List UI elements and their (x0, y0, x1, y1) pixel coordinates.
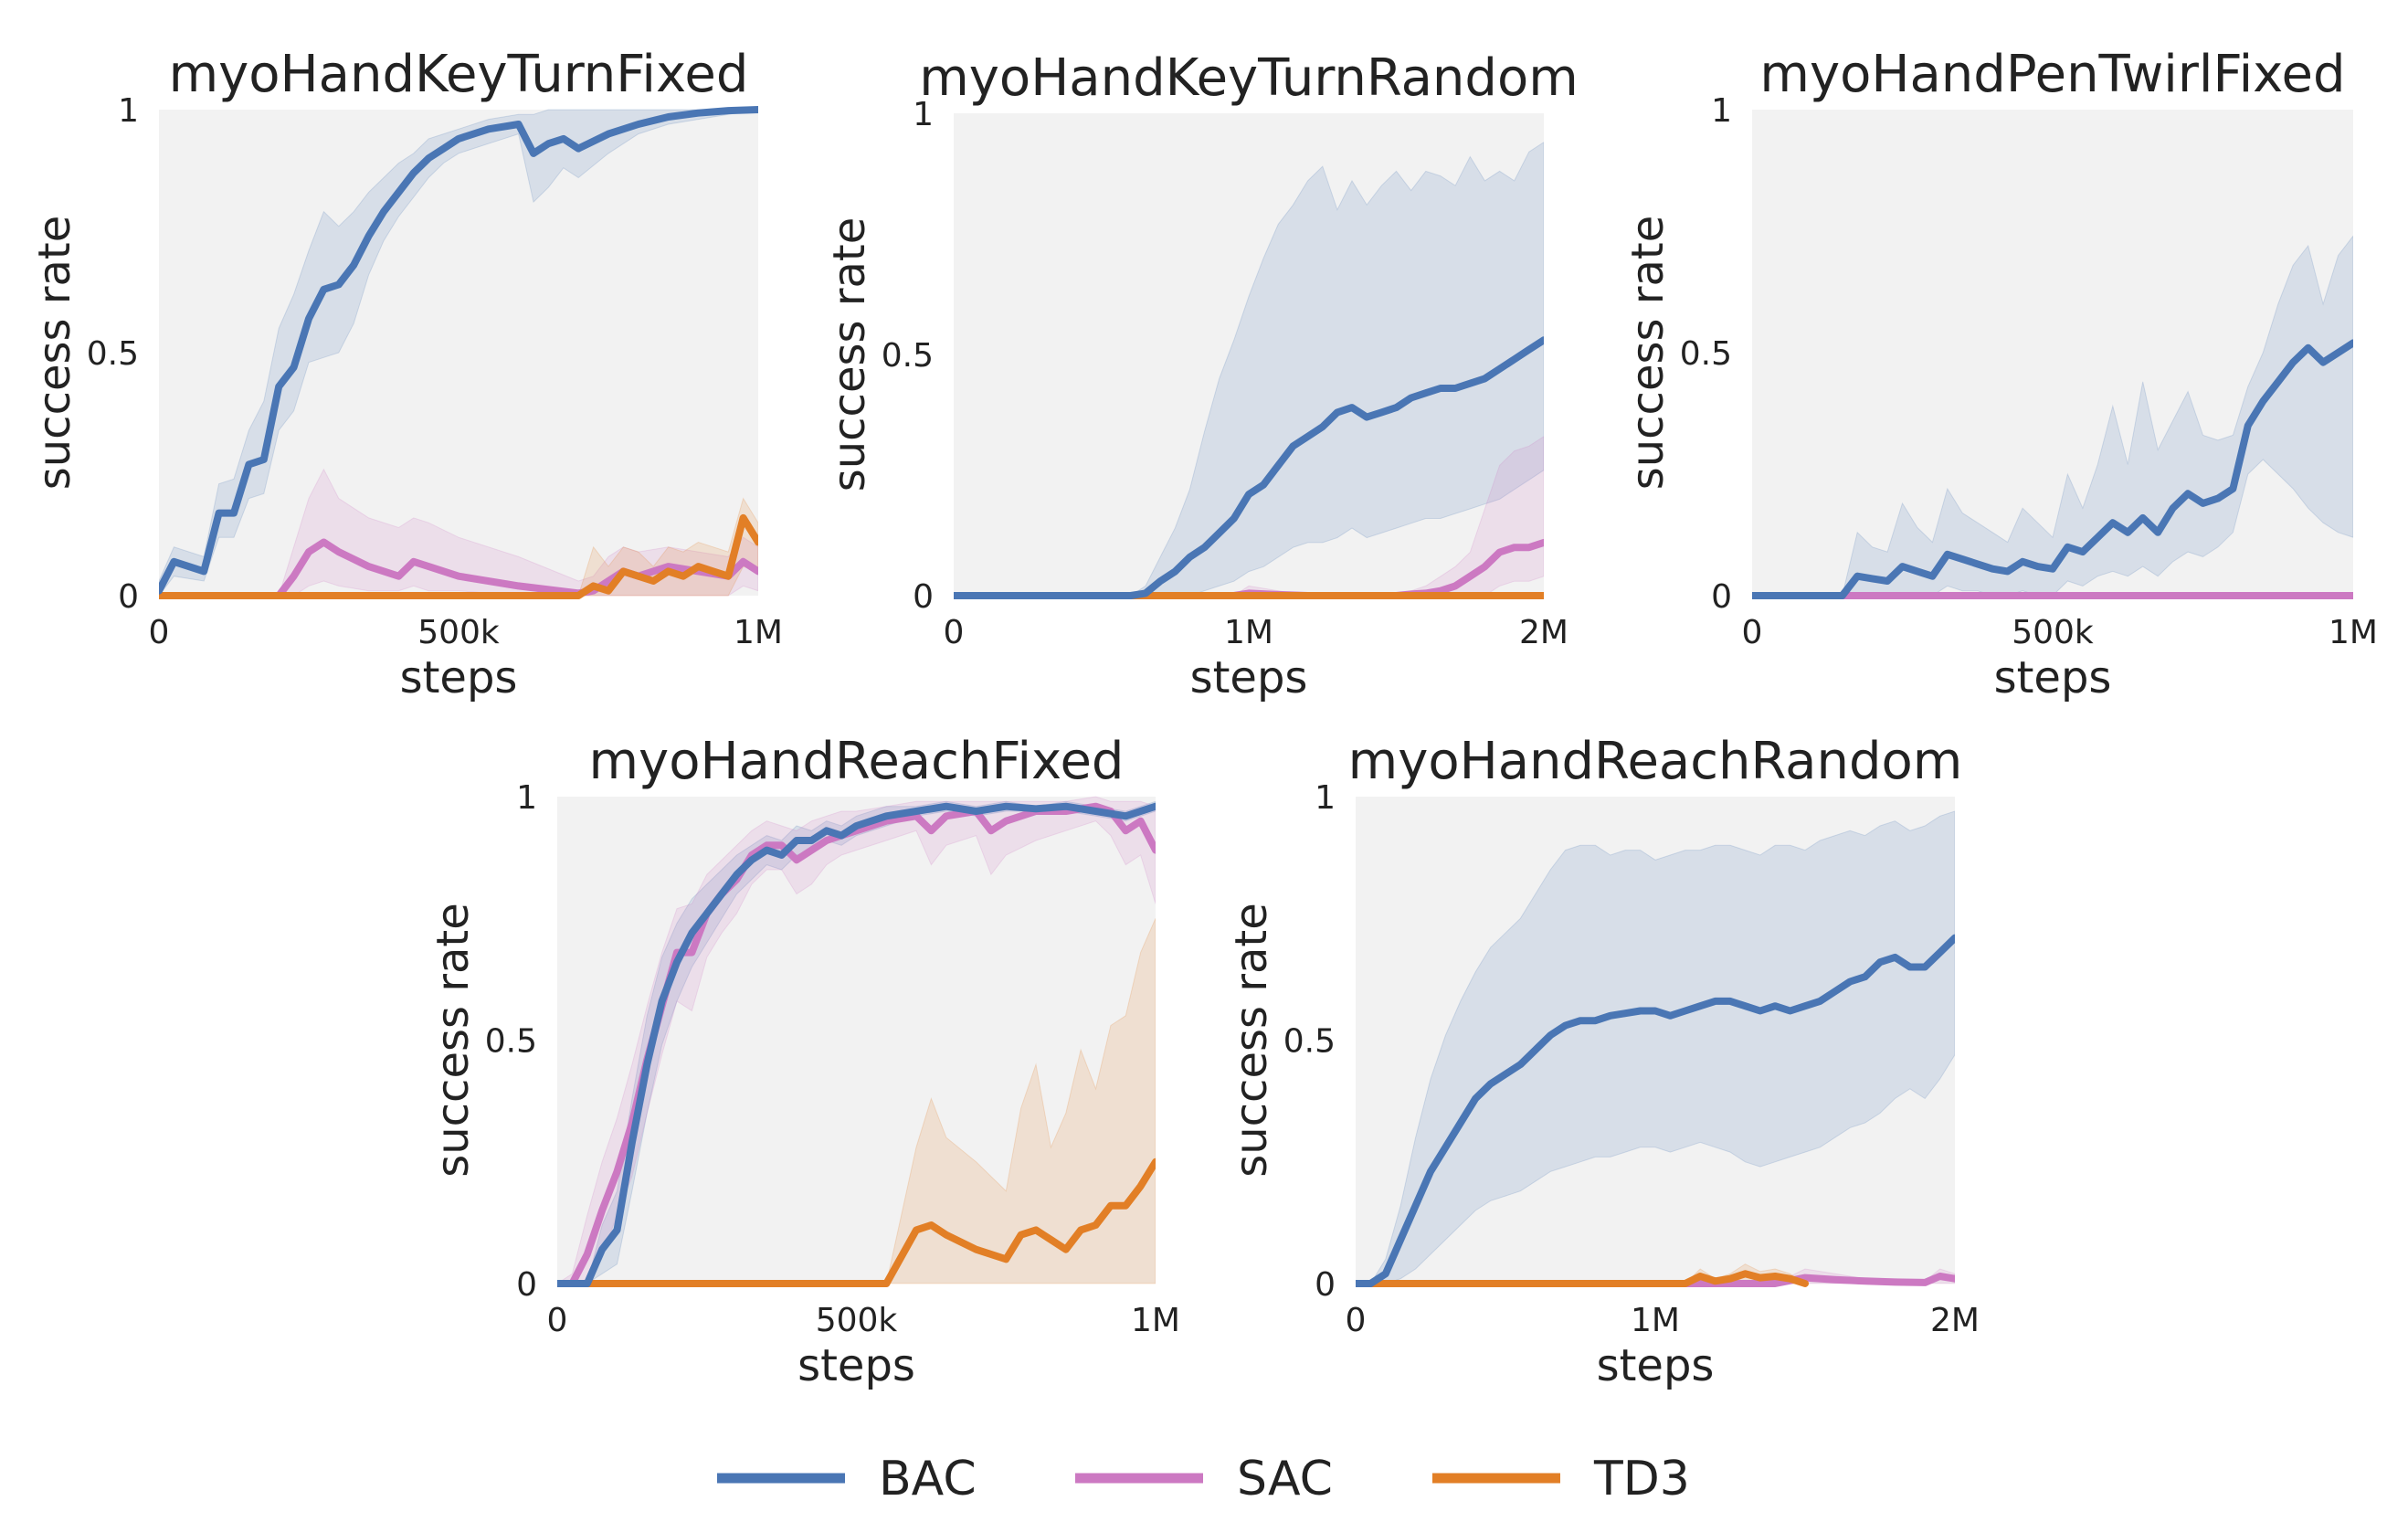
line-bac (954, 336, 1544, 599)
panels: 0 500k 1M 0 0.5 1 steps success rate myoHandKeyT… (29, 45, 2378, 1391)
line-td3 (557, 1157, 1156, 1287)
legend-label-td3: TD3 (1593, 1452, 1690, 1506)
plot-area (557, 797, 1156, 1284)
panel-myohandkeyturnfixed: 0 500k 1M 0 0.5 1 steps success rate myoHandKeyT… (29, 45, 783, 703)
x-tick-label: 0 (547, 1302, 568, 1339)
x-tick-label: 2M (1519, 614, 1568, 651)
band-bac (954, 142, 1544, 597)
line-td3 (159, 513, 758, 599)
plot-data (1356, 810, 1955, 1287)
line-bac (1356, 934, 1955, 1287)
legend-label-bac: BAC (879, 1452, 977, 1506)
panel-title: myoHandReachFixed (589, 732, 1125, 791)
legend: BAC SAC TD3 (717, 1452, 1690, 1506)
line-sac (159, 538, 758, 599)
y-tick-label: 0 (1711, 578, 1732, 616)
plot-area (954, 113, 1544, 596)
panel-myohandreachfixed: 0 500k 1M 0 0.5 1 steps success rate myoHandReac… (428, 732, 1180, 1391)
y-tick-label: 1 (1315, 779, 1336, 817)
panel-title: myoHandKeyTurnFixed (169, 45, 749, 104)
x-tick-label: 0 (1346, 1302, 1367, 1339)
x-tick-label: 500k (816, 1302, 898, 1339)
y-axis-label: success rate (1622, 216, 1674, 491)
x-tick-label: 500k (417, 614, 500, 651)
x-axis-label: steps (1994, 652, 2112, 703)
x-tick-label: 1M (1131, 1302, 1180, 1339)
y-axis-label: success rate (428, 903, 479, 1178)
panel-title: myoHandKeyTurnRandom (919, 48, 1579, 108)
panel-myohandkeyturnrandom: 0 1M 2M 0 0.5 1 steps success rate myoHandKeyTur… (824, 48, 1579, 703)
x-axis-label: steps (1190, 652, 1308, 703)
y-tick-label: 0.5 (87, 335, 139, 373)
x-tick-label: 0 (149, 614, 170, 651)
panel-title: myoHandReachRandom (1348, 732, 1963, 791)
band-td3 (159, 497, 758, 597)
x-tick-label: 0 (1742, 614, 1763, 651)
y-tick-label: 1 (913, 96, 934, 133)
x-tick-label: 1M (2329, 614, 2378, 651)
y-axis-label: success rate (824, 217, 875, 492)
plot-area (1356, 797, 1955, 1284)
x-tick-label: 2M (1930, 1302, 1980, 1339)
band-bac (1356, 810, 1955, 1284)
line-td3 (1356, 1270, 1809, 1287)
band-sac (159, 468, 758, 597)
band-td3 (557, 918, 1156, 1284)
y-axis-label: success rate (29, 216, 80, 491)
legend-label-sac: SAC (1237, 1452, 1333, 1506)
line-bac (557, 802, 1156, 1287)
x-tick-label: 0 (944, 614, 965, 651)
line-bac (159, 106, 758, 595)
x-axis-label: steps (400, 652, 518, 703)
x-tick-label: 1M (1224, 614, 1273, 651)
y-tick-label: 0.5 (882, 337, 934, 375)
y-tick-label: 0 (118, 578, 139, 616)
y-tick-label: 0.5 (485, 1023, 537, 1061)
plot-area (159, 110, 758, 596)
plot-area (1752, 110, 2353, 596)
line-sac (1356, 1273, 1955, 1287)
y-axis-label: success rate (1226, 903, 1277, 1178)
y-tick-label: 0 (1315, 1266, 1336, 1304)
y-tick-label: 1 (516, 779, 537, 817)
y-tick-label: 0 (516, 1266, 537, 1304)
x-tick-label: 1M (1631, 1302, 1680, 1339)
plot-data (1752, 235, 2353, 599)
panel-myohandpentwirlfixed: 0 500k 1M 0 0.5 1 steps success rate myoHandPenT… (1622, 45, 2378, 703)
x-tick-label: 1M (734, 614, 783, 651)
panel-title: myoHandPenTwirlFixed (1759, 45, 2345, 104)
plot-data (159, 106, 758, 599)
y-tick-label: 0.5 (1680, 335, 1732, 373)
y-tick-label: 0.5 (1283, 1023, 1336, 1061)
line-bac (1752, 339, 2353, 599)
x-axis-label: steps (797, 1340, 915, 1391)
y-tick-label: 1 (1711, 92, 1732, 130)
x-tick-label: 500k (2012, 614, 2094, 651)
x-axis-label: steps (1597, 1340, 1715, 1391)
panel-myohandreachrandom: 0 1M 2M 0 0.5 1 steps success rate myoHandReachR… (1226, 732, 1980, 1391)
y-tick-label: 1 (118, 92, 139, 130)
plot-data (557, 796, 1156, 1287)
y-tick-label: 0 (913, 578, 934, 616)
plot-data (954, 142, 1544, 599)
